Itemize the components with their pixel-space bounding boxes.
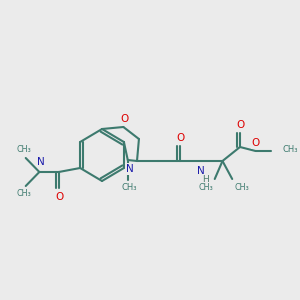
Text: O: O [237,120,245,130]
Text: O: O [251,138,260,148]
Text: N: N [126,164,134,174]
Text: O: O [120,114,128,124]
Text: N: N [38,157,45,167]
Text: O: O [56,192,64,202]
Text: CH₃: CH₃ [16,190,31,199]
Text: CH₃: CH₃ [198,184,213,193]
Text: N: N [197,166,205,176]
Text: CH₃: CH₃ [234,184,249,193]
Text: CH₃: CH₃ [283,145,298,154]
Text: CH₃: CH₃ [122,184,137,193]
Text: CH₃: CH₃ [16,146,31,154]
Text: O: O [177,133,185,143]
Text: H: H [202,175,209,184]
